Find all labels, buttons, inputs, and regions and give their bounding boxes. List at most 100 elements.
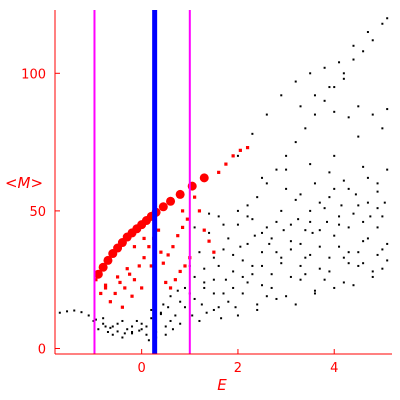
data-point	[106, 330, 109, 333]
data-point	[265, 295, 268, 298]
data-point	[285, 168, 288, 171]
data-point	[338, 245, 341, 248]
highlight-point	[149, 264, 153, 268]
data-point	[328, 171, 331, 174]
data-point	[73, 309, 76, 312]
data-point	[123, 332, 126, 335]
highlight-point	[132, 245, 137, 249]
data-point	[318, 201, 321, 204]
highlight-point	[180, 209, 185, 213]
data-point	[328, 256, 331, 259]
data-point	[386, 108, 389, 111]
data-point	[294, 303, 297, 306]
highlight-marker	[103, 255, 113, 265]
data-point	[222, 248, 225, 251]
highlight-point	[137, 264, 141, 268]
data-point	[246, 204, 249, 207]
data-point	[362, 262, 365, 265]
data-point	[318, 245, 321, 248]
data-point	[289, 223, 292, 226]
data-point	[256, 196, 259, 199]
data-point	[164, 325, 167, 328]
data-point	[251, 132, 254, 135]
data-point	[212, 256, 215, 259]
highlight-point	[185, 217, 189, 221]
data-point	[309, 209, 312, 212]
data-point	[386, 168, 389, 171]
y-tick-label: 0	[38, 342, 46, 357]
data-point	[297, 218, 300, 221]
highlight-point	[217, 170, 221, 174]
data-point	[205, 311, 208, 314]
data-point	[232, 286, 235, 289]
data-point	[309, 163, 312, 166]
data-point	[313, 94, 316, 97]
data-point	[241, 292, 244, 295]
highlight-point	[128, 272, 132, 276]
data-point	[381, 127, 384, 130]
data-point	[354, 193, 357, 196]
data-point	[313, 113, 316, 116]
data-point	[299, 242, 302, 245]
highlight-point	[245, 146, 250, 150]
highlight-marker	[199, 173, 209, 183]
highlight-point	[231, 154, 235, 158]
data-point	[145, 333, 148, 336]
highlight-point	[130, 294, 134, 298]
data-point	[376, 226, 379, 229]
highlight-marker	[158, 202, 168, 212]
data-point	[111, 333, 114, 336]
data-point	[352, 212, 355, 215]
data-point	[381, 22, 384, 25]
data-point	[261, 251, 264, 254]
data-point	[212, 278, 215, 281]
data-point	[318, 229, 321, 232]
data-point	[270, 273, 273, 276]
data-point	[234, 306, 237, 309]
data-point	[366, 201, 369, 204]
data-point	[347, 226, 350, 229]
data-point	[366, 31, 369, 34]
data-point	[116, 322, 119, 325]
data-point	[126, 328, 129, 331]
data-point	[131, 332, 134, 335]
data-point	[217, 264, 220, 267]
data-point	[220, 317, 223, 320]
data-point	[140, 328, 143, 331]
data-point	[313, 292, 316, 295]
highlight-point	[238, 148, 242, 152]
data-point	[121, 336, 124, 339]
data-point	[381, 267, 384, 270]
data-point	[183, 306, 186, 309]
highlight-point	[176, 234, 180, 238]
highlight-point	[197, 209, 202, 213]
data-point	[102, 317, 105, 320]
data-point	[362, 220, 365, 223]
data-point	[371, 270, 374, 273]
highlight-point	[178, 269, 182, 274]
data-point	[289, 248, 292, 251]
data-point	[352, 284, 355, 287]
data-point	[256, 308, 259, 311]
highlight-point	[147, 245, 151, 249]
data-point	[362, 165, 365, 168]
data-point	[289, 240, 292, 243]
y-tick-label: 100	[21, 67, 46, 82]
data-point	[222, 292, 225, 295]
data-point	[294, 141, 297, 144]
x-tick-label: 2	[234, 361, 242, 376]
highlight-point	[212, 250, 216, 254]
data-point	[203, 267, 206, 270]
highlight-point	[125, 267, 129, 271]
y-tick-label: 50	[29, 205, 46, 220]
data-point	[376, 207, 379, 210]
data-point	[357, 204, 360, 207]
data-point	[111, 325, 114, 328]
data-point	[309, 253, 312, 256]
x-tick-label: 0	[138, 361, 146, 376]
data-point	[261, 231, 264, 234]
highlight-point	[168, 286, 173, 290]
data-point	[261, 176, 264, 179]
highlight-point	[123, 286, 127, 290]
data-point	[268, 242, 271, 245]
